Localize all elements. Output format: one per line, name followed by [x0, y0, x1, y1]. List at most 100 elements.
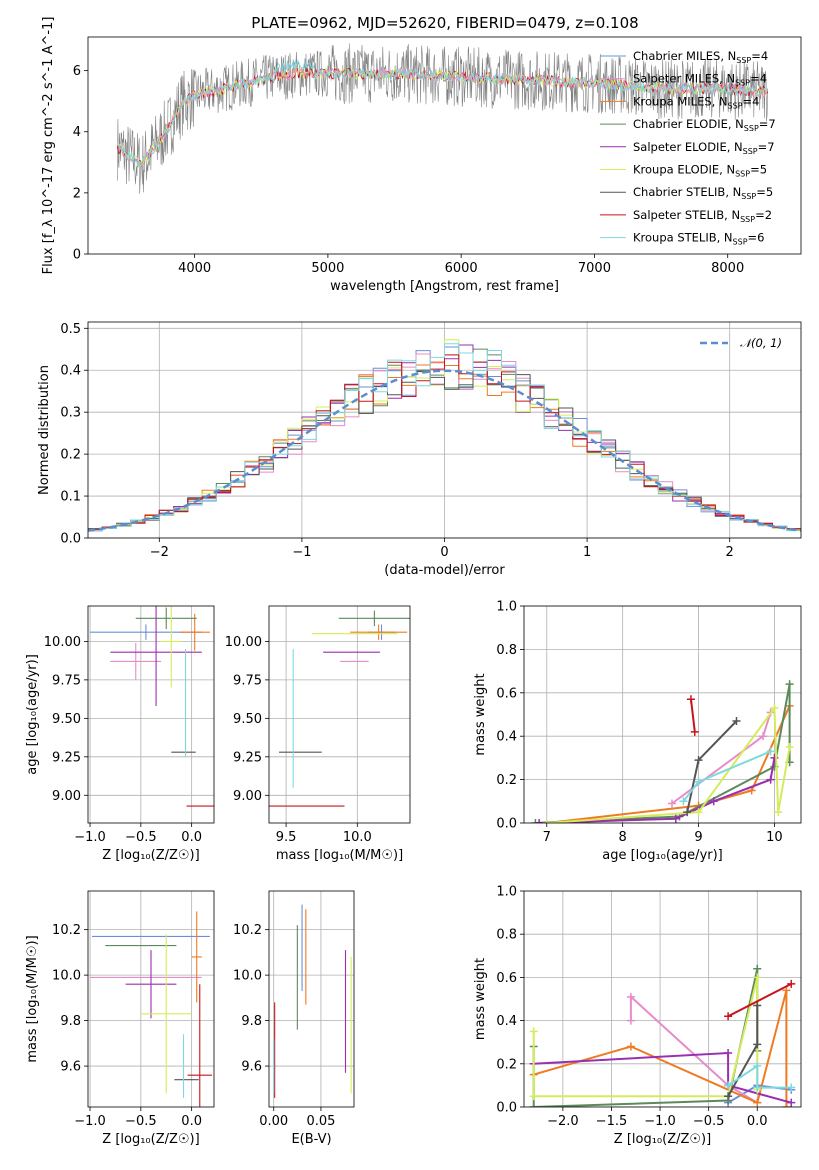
legend-entry: Kroupa MILES, NSSP=4	[633, 94, 759, 110]
y-tick-label: 0.6	[496, 686, 517, 701]
y-tick-label: 10.00	[44, 635, 81, 650]
axes-frame	[87, 321, 802, 539]
y-tick-label: 9.75	[52, 673, 81, 688]
axes-frame	[268, 890, 355, 1108]
plot-area-residuals	[88, 322, 801, 538]
x-tick-label: 0	[440, 545, 448, 560]
weight-marker	[787, 1083, 796, 1092]
weight-marker	[753, 1098, 762, 1107]
figure-title: PLATE=0962, MJD=52620, FIBERID=0479, z=0…	[251, 14, 638, 32]
y-axis-label: mass weight	[473, 673, 488, 755]
plot-area-mass_vs_EBV	[269, 891, 354, 1107]
x-tick-label: 10.0	[343, 830, 372, 845]
weight-marker	[753, 1083, 762, 1092]
weight-marker	[694, 808, 703, 817]
panel-weight_vs_age: 7 8 9 10 0.0 0.2 0.4 0.6 0.8 1.0 age [log₁₀(age/yr…	[473, 600, 802, 863]
y-axis-label: Flux [f_λ 10^-17 erg cm^-2 s^-1 A^-1]	[41, 17, 56, 275]
weight-marker	[753, 1040, 762, 1049]
x-tick-label: 7000	[578, 261, 611, 276]
weight-marker	[542, 819, 551, 823]
weight-line-model-6	[546, 705, 791, 823]
y-tick-label: 9.8	[241, 1014, 262, 1029]
x-tick-label: −1.0	[74, 830, 106, 845]
legend-entry: Kroupa STELIB, NSSP=6	[633, 231, 764, 247]
y-tick-label: 9.50	[52, 712, 81, 727]
weight-marker	[671, 814, 680, 823]
y-tick-label: 0.8	[496, 928, 517, 943]
weight-marker	[626, 1042, 635, 1051]
x-axis-label: Z [log₁₀(Z/Z☉)]	[102, 1132, 199, 1147]
y-axis-label: mass [log₁₀(M/M☉)]	[25, 935, 40, 1062]
x-tick-label: −1.0	[74, 1114, 106, 1129]
x-tick-label: 9	[694, 830, 702, 845]
y-tick-label: 0.2	[60, 448, 81, 463]
y-tick-label: 0.3	[60, 406, 81, 421]
y-tick-label: 0.0	[60, 532, 81, 547]
weight-marker	[753, 973, 762, 982]
plot-area-weight_vs_age	[524, 606, 801, 823]
weight-line-model-8	[727, 983, 792, 1018]
x-tick-label: 5000	[311, 261, 344, 276]
y-tick-label: 0.4	[496, 730, 517, 745]
weight-marker	[787, 1098, 796, 1107]
y-tick-label: 0.8	[496, 643, 517, 658]
y-tick-label: 10.00	[225, 635, 262, 650]
y-tick-label: 6	[73, 64, 81, 79]
weight-marker	[787, 979, 796, 988]
model-spectrum-9	[117, 58, 768, 168]
y-tick-label: 9.00	[52, 789, 81, 804]
weight-marker	[724, 1049, 733, 1057]
legend-entry: Salpeter STELIB, NSSP=2	[633, 208, 772, 224]
y-tick-label: 0.6	[496, 971, 517, 986]
y-tick-label: 9.8	[60, 1014, 81, 1029]
y-tick-label: 4	[73, 125, 81, 140]
y-tick-label: 10.2	[52, 923, 81, 938]
y-tick-label: 0.1	[60, 490, 81, 505]
x-tick-label: −0.5	[693, 1114, 725, 1129]
x-tick-label: 10	[766, 830, 783, 845]
spectrum-legend: Chabrier MILES, NSSP=4 Salpeter MILES, NS…	[600, 49, 776, 247]
axes-frame	[523, 605, 802, 824]
weight-line-model-8	[690, 699, 696, 733]
x-tick-label: 7	[543, 830, 551, 845]
plot-area-mass_vs_Z	[88, 891, 214, 1107]
y-tick-label: 9.25	[52, 750, 81, 765]
panel-age_vs_Z: −1.0 −0.5 0.0 9.00 9.25 9.50 9.75 10.00 Z [log₁₀…	[25, 605, 215, 863]
weight-marker	[774, 808, 783, 817]
y-tick-label: 0.0	[496, 1101, 517, 1116]
y-tick-label: 10.0	[233, 969, 262, 984]
legend-entry: Salpeter MILES, NSSP=4	[633, 72, 767, 88]
x-tick-label: −0.5	[125, 1114, 157, 1129]
weight-marker	[535, 819, 544, 823]
weight-marker	[753, 1001, 762, 1010]
x-tick-label: 0.00	[259, 1114, 288, 1129]
y-tick-label: 9.6	[241, 1060, 262, 1075]
weight-marker	[529, 1092, 538, 1101]
weight-line-model-4	[532, 968, 759, 1107]
weight-marker	[753, 964, 762, 973]
weight-marker	[770, 703, 779, 712]
panel-mass_vs_Z: −1.0 −0.5 0.0 9.6 9.8 10.0 10.2 Z [log₁₀(Z/Z☉)]…	[25, 890, 215, 1147]
weight-marker	[529, 1103, 538, 1107]
legend-entry: Chabrier ELODIE, NSSP=7	[633, 117, 776, 133]
weight-line-model-9	[727, 1064, 792, 1089]
weight-marker	[785, 743, 794, 752]
y-tick-label: 9.75	[233, 673, 262, 688]
weight-marker	[766, 747, 775, 756]
weight-line-model-4	[535, 683, 791, 823]
legend-entry: Chabrier STELIB, NSSP=5	[633, 185, 773, 201]
panel-mass_vs_EBV: 0.00 0.05 9.6 9.8 10.0 10.2 E(B-V)	[233, 890, 355, 1147]
weight-marker	[690, 727, 699, 736]
x-axis-label: E(B-V)	[291, 1132, 331, 1147]
x-tick-label: −1.0	[644, 1114, 676, 1129]
legend-entry: Kroupa ELODIE, NSSP=5	[633, 163, 767, 179]
x-tick-label: 0.0	[747, 1114, 768, 1129]
weight-line-model-2	[629, 994, 758, 1104]
weight-marker	[626, 1016, 635, 1025]
y-axis-label: age [log₁₀(age/yr)]	[25, 654, 40, 775]
panel-residuals: −2 −1 0 1 2 0.0 0.1 0.2 0.3 0.4 0.5 (data-model)/er…	[37, 321, 802, 578]
weight-marker	[732, 717, 741, 726]
axes-frame	[87, 36, 802, 255]
weight-marker	[724, 1092, 733, 1101]
